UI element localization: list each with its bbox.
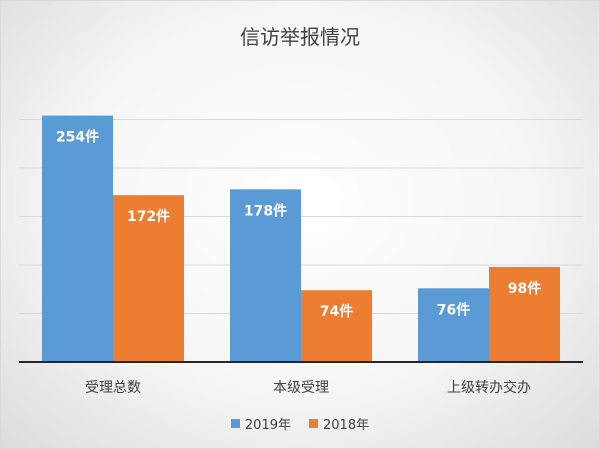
legend: 2019年 2018年 xyxy=(1,414,599,433)
bar xyxy=(301,290,372,362)
legend-swatch-2019 xyxy=(230,419,240,428)
bar xyxy=(418,288,489,362)
data-label: 76件 xyxy=(437,301,470,318)
legend-entry-2018: 2018年 xyxy=(309,414,369,433)
chart-title: 信访举报情况 xyxy=(240,25,360,49)
x-tick-label: 本级受理 xyxy=(273,380,329,396)
bar xyxy=(113,195,184,362)
legend-label-2018: 2018年 xyxy=(323,418,370,433)
data-label: 98件 xyxy=(508,280,541,297)
data-label: 172件 xyxy=(127,208,170,225)
bar xyxy=(489,266,560,362)
data-label: 178件 xyxy=(244,202,287,219)
legend-swatch-2018 xyxy=(309,419,318,428)
bar xyxy=(42,115,113,363)
legend-entry-2019: 2019年 xyxy=(230,414,291,433)
x-tick-label: 上级转办交办 xyxy=(447,379,531,396)
bar xyxy=(230,189,301,362)
data-label: 254件 xyxy=(56,129,99,146)
x-tick-label: 受理总数 xyxy=(85,380,141,396)
legend-label-2019: 2019年 xyxy=(244,418,291,433)
data-label: 74件 xyxy=(320,303,353,320)
